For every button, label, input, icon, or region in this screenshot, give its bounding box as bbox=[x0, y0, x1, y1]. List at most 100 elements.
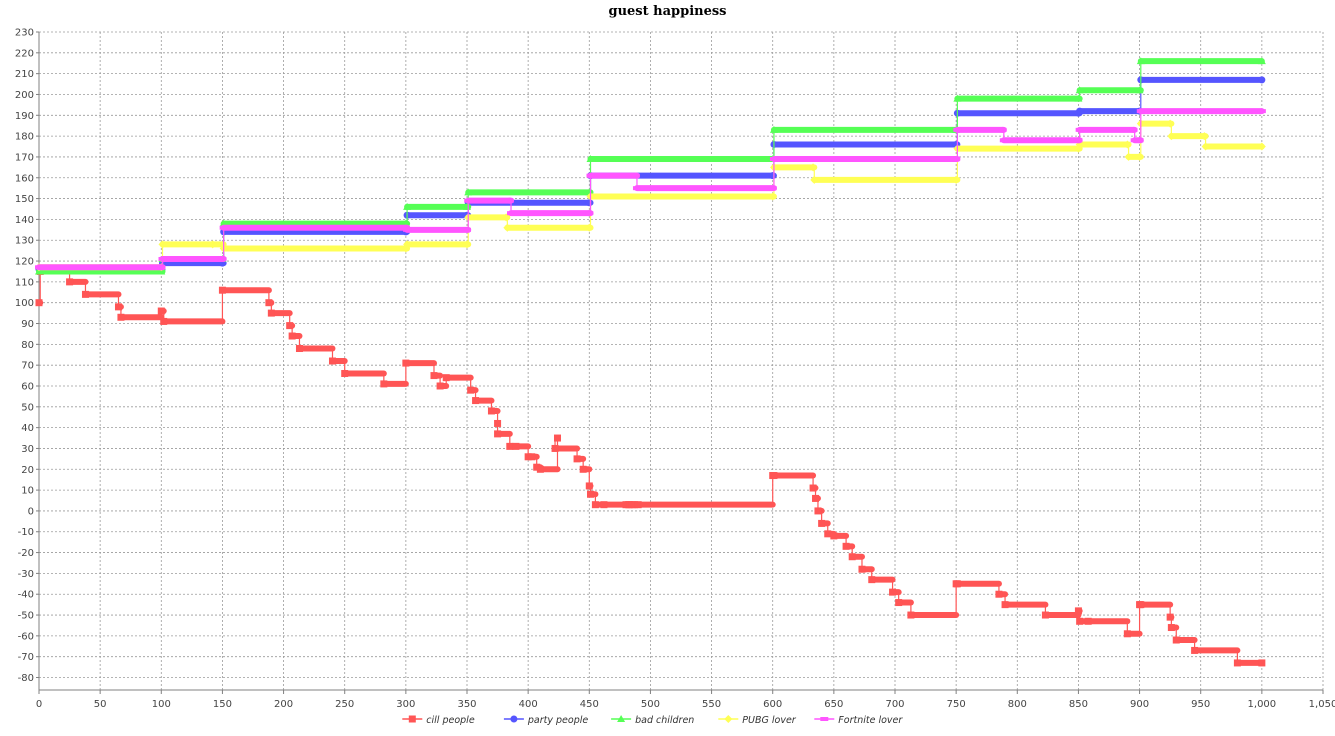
y-tick-label: 220 bbox=[15, 48, 34, 59]
x-tick-label: 1,000 bbox=[1248, 699, 1277, 710]
data-point bbox=[632, 186, 641, 191]
data-point bbox=[769, 157, 778, 162]
data-point bbox=[1129, 127, 1138, 132]
data-point bbox=[1137, 601, 1145, 609]
y-tick-label: 160 bbox=[15, 173, 34, 184]
data-point bbox=[1124, 152, 1133, 161]
y-tick-label: 100 bbox=[15, 298, 34, 309]
data-point bbox=[218, 256, 227, 261]
data-point bbox=[328, 357, 336, 365]
data-point bbox=[503, 223, 512, 232]
legend-item: bad children bbox=[611, 715, 694, 726]
x-tick-label: 150 bbox=[213, 699, 232, 710]
data-point bbox=[157, 307, 165, 315]
data-point bbox=[812, 494, 820, 502]
y-tick-label: 110 bbox=[15, 277, 34, 288]
x-tick-label: 500 bbox=[641, 699, 660, 710]
x-tick-label: 250 bbox=[335, 699, 354, 710]
data-point bbox=[464, 188, 473, 196]
data-point bbox=[66, 278, 74, 286]
data-point bbox=[463, 240, 471, 249]
data-point bbox=[35, 265, 43, 270]
data-point bbox=[218, 286, 226, 294]
data-point bbox=[1191, 646, 1199, 654]
y-tick-label: -20 bbox=[18, 548, 34, 559]
data-point bbox=[769, 125, 778, 133]
data-point bbox=[631, 501, 639, 509]
data-point bbox=[265, 299, 273, 307]
data-point bbox=[1130, 138, 1139, 143]
series-bad-children bbox=[35, 57, 1266, 275]
y-tick-label: 200 bbox=[15, 90, 34, 101]
x-tick-label: 900 bbox=[1130, 699, 1149, 710]
data-point bbox=[1257, 57, 1266, 65]
data-point bbox=[536, 465, 544, 473]
legend-label: Fortnite lover bbox=[838, 715, 903, 726]
data-point bbox=[341, 369, 349, 377]
data-point bbox=[1135, 86, 1144, 94]
data-point bbox=[995, 590, 1003, 598]
data-point bbox=[467, 386, 475, 394]
data-point bbox=[1257, 109, 1266, 114]
data-point bbox=[267, 309, 275, 317]
data-point bbox=[403, 202, 412, 210]
series-fortnite-lover bbox=[35, 108, 1266, 271]
data-point bbox=[1041, 611, 1049, 619]
data-point bbox=[430, 372, 438, 380]
data-point bbox=[506, 442, 514, 450]
y-tick-label: 70 bbox=[21, 361, 34, 372]
data-point bbox=[768, 186, 777, 191]
x-tick-label: 950 bbox=[1191, 699, 1210, 710]
data-point bbox=[1074, 607, 1082, 615]
data-point bbox=[810, 175, 819, 184]
data-point bbox=[208, 240, 217, 249]
data-point bbox=[114, 303, 122, 311]
data-point bbox=[1074, 138, 1083, 143]
x-tick-label: 0 bbox=[36, 699, 42, 710]
y-tick-label: 80 bbox=[21, 340, 34, 351]
legend-label: cill people bbox=[426, 715, 475, 726]
y-tick-label: 170 bbox=[15, 152, 34, 163]
y-tick-label: -30 bbox=[18, 569, 34, 580]
legend-label: party people bbox=[527, 715, 588, 726]
y-tick-label: -80 bbox=[18, 673, 34, 684]
data-point bbox=[512, 442, 520, 450]
data-point bbox=[824, 530, 832, 538]
y-tick-label: 90 bbox=[21, 319, 34, 330]
y-tick-label: 130 bbox=[15, 236, 34, 247]
x-tick-label: 350 bbox=[457, 699, 476, 710]
data-point bbox=[403, 227, 412, 232]
data-point bbox=[999, 138, 1008, 143]
y-tick-label: 10 bbox=[21, 486, 34, 497]
legend-item: party people bbox=[503, 715, 588, 726]
data-point bbox=[507, 211, 516, 216]
data-point bbox=[494, 419, 502, 427]
legend: cill people party people bad children PUBG … bbox=[402, 715, 903, 726]
data-point bbox=[586, 155, 595, 163]
data-point bbox=[1123, 630, 1131, 638]
data-point bbox=[1075, 127, 1084, 132]
data-point bbox=[81, 290, 89, 298]
data-point bbox=[1200, 132, 1209, 141]
data-point bbox=[1136, 109, 1145, 114]
data-point bbox=[35, 299, 43, 307]
data-point bbox=[889, 588, 897, 596]
data-point bbox=[502, 213, 511, 222]
legend-swatch-marker bbox=[408, 715, 416, 723]
data-point bbox=[907, 611, 915, 619]
data-point bbox=[1257, 142, 1266, 151]
data-point bbox=[1001, 601, 1009, 609]
x-tick-label: 550 bbox=[702, 699, 721, 710]
data-point bbox=[1172, 636, 1180, 644]
x-tick-label: 200 bbox=[274, 699, 293, 710]
data-point bbox=[1084, 617, 1092, 625]
data-point bbox=[579, 465, 587, 473]
legend-item: Fortnite lover bbox=[814, 715, 903, 726]
data-point bbox=[1201, 142, 1210, 151]
data-point bbox=[1076, 107, 1084, 115]
data-point bbox=[1136, 57, 1145, 65]
data-point bbox=[402, 359, 410, 367]
data-point bbox=[818, 519, 826, 527]
